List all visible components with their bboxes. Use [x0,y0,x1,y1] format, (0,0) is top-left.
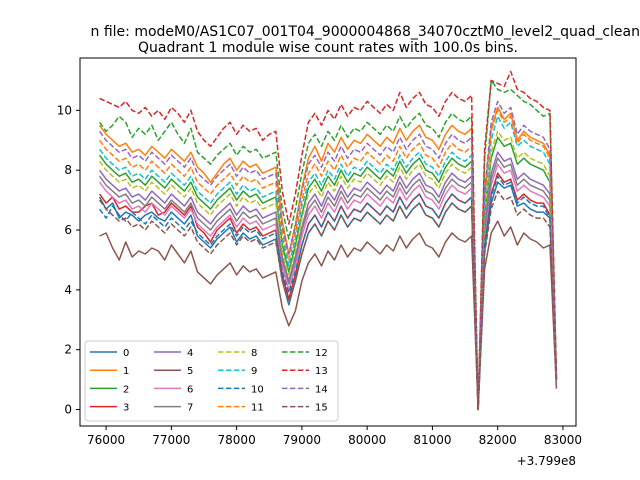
x-tick-label: 83000 [544,433,582,447]
x-tick-label: 77000 [152,433,190,447]
legend-label-9: 9 [251,366,257,377]
y-tick-label: 6 [64,223,72,237]
x-offset-label: +3.799e8 [517,454,576,468]
legend-label-8: 8 [251,348,257,359]
y-tick-label: 2 [64,343,72,357]
x-tick-label: 81000 [413,433,451,447]
legend-label-7: 7 [187,403,193,414]
x-tick-label: 76000 [87,433,125,447]
y-tick-label: 10 [57,103,72,117]
legend-label-1: 1 [123,366,129,377]
legend-label-4: 4 [187,348,193,359]
legend-label-13: 13 [315,366,328,377]
x-tick-label: 79000 [283,433,321,447]
legend-label-12: 12 [315,348,328,359]
series-line-14 [98,100,558,411]
legend-label-15: 15 [315,403,328,414]
figure-suptitle: n file: modeM0/AS1C07_001T04_9000004868_… [91,24,640,40]
x-tick-label: 82000 [479,433,517,447]
legend-frame [84,340,339,422]
series-line-15 [98,190,558,411]
legend-label-3: 3 [123,403,129,414]
legend-label-11: 11 [251,403,264,414]
legend-label-0: 0 [123,348,129,359]
legend-label-6: 6 [187,384,193,395]
y-tick-label: 0 [64,403,72,417]
legend-label-2: 2 [123,384,129,395]
plot-frame [79,57,577,427]
x-axis: 76000 77000 78000 79000 80000 81000 82000 83000 [87,426,582,447]
legend-label-14: 14 [315,384,328,395]
y-tick-label: 4 [64,283,72,297]
x-tick-label: 78000 [218,433,256,447]
series-layer [98,70,558,411]
x-tick-label: 80000 [348,433,386,447]
y-tick-label: 8 [64,163,72,177]
legend-label-5: 5 [187,366,193,377]
legend-label-10: 10 [251,384,264,395]
y-axis: 0 2 4 6 8 10 [57,103,80,417]
chart-title: Quadrant 1 module wise count rates with … [138,40,518,56]
